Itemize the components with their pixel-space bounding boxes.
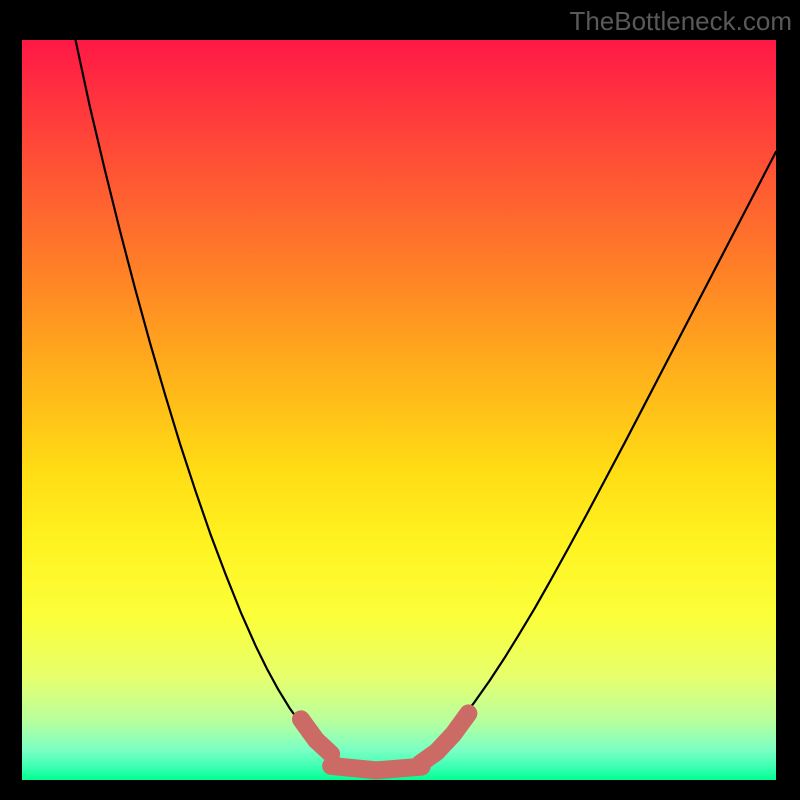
bottom-marker-right: [420, 713, 468, 763]
bottom-marker-center: [331, 766, 421, 770]
chart-frame: TheBottleneck.com: [0, 0, 800, 800]
curve-path: [76, 40, 776, 772]
watermark-text: TheBottleneck.com: [569, 6, 792, 37]
plot-area: [22, 40, 776, 780]
bottleneck-curve: [22, 40, 776, 780]
bottom-marker-left: [301, 719, 331, 754]
